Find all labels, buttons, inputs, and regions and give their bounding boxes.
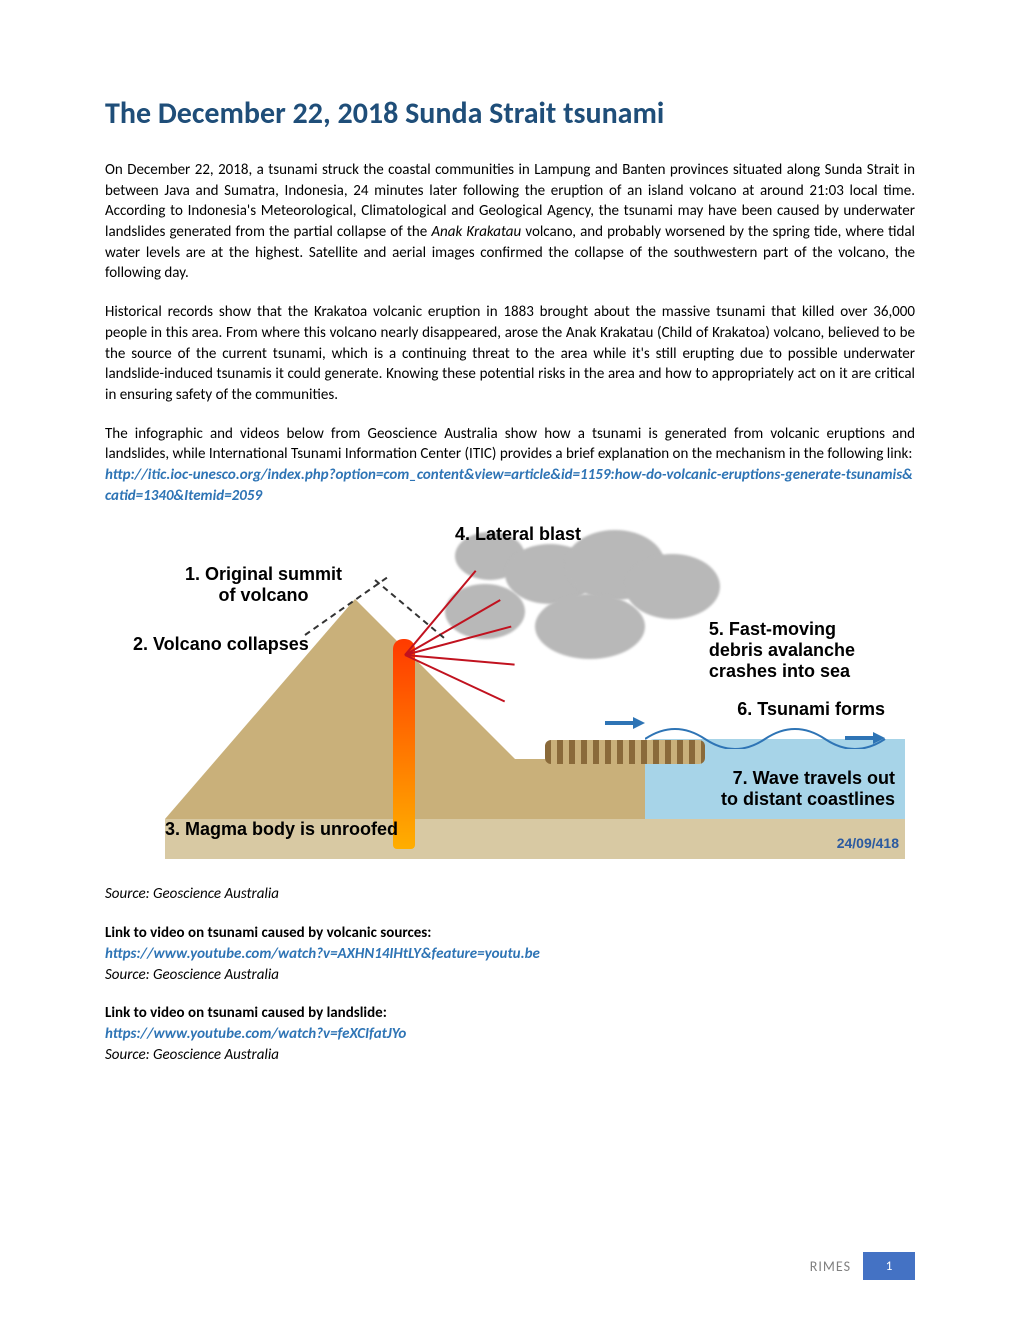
video2-heading: Link to video on tsunami caused by lands…: [105, 1004, 387, 1022]
footer-org: RIMES: [810, 1258, 851, 1275]
page-title: The December 22, 2018 Sunda Strait tsuna…: [105, 95, 915, 132]
page-footer: RIMES 1: [810, 1252, 915, 1280]
paragraph-3-text: The infographic and videos below from Ge…: [105, 425, 915, 464]
diagram-source: Source: Geoscience Australia: [105, 885, 915, 903]
paragraph-1-italic: Anak Krakatau: [431, 223, 521, 241]
label-1: 1. Original summitof volcano: [185, 564, 342, 605]
video2-link[interactable]: https://www.youtube.com/watch?v=feXCIfat…: [105, 1025, 406, 1043]
label-2: 2. Volcano collapses: [133, 634, 309, 655]
footer-page-number: 1: [863, 1252, 915, 1280]
diagram-stamp: 24/09/418: [837, 835, 899, 851]
label-4: 4. Lateral blast: [455, 524, 581, 545]
debris-arrow: [605, 717, 645, 729]
label-6: 6. Tsunami forms: [737, 699, 885, 720]
cloud-shape: [535, 594, 645, 659]
label-3: 3. Magma body is unroofed: [165, 819, 398, 840]
label-7: 7. Wave travels outto distant coastlines: [721, 768, 895, 809]
paragraph-2: Historical records show that the Krakato…: [105, 302, 915, 405]
video-link-block-2: Link to video on tsunami caused by lands…: [105, 1003, 915, 1065]
cloud-shape: [625, 554, 720, 619]
video1-source: Source: Geoscience Australia: [105, 966, 279, 984]
itic-link[interactable]: http://itic.ioc-unesco.org/index.php?opt…: [105, 466, 913, 505]
video-link-block-1: Link to video on tsunami caused by volca…: [105, 923, 915, 985]
paragraph-1: On December 22, 2018, a tsunami struck t…: [105, 160, 915, 284]
volcanic-tsunami-diagram: 1. Original summitof volcano 2. Volcano …: [105, 524, 915, 879]
label-5: 5. Fast-movingdebris avalanchecrashes in…: [709, 619, 855, 681]
video2-source: Source: Geoscience Australia: [105, 1046, 279, 1064]
paragraph-3: The infographic and videos below from Ge…: [105, 424, 915, 507]
video1-link[interactable]: https://www.youtube.com/watch?v=AXHN14IH…: [105, 945, 540, 963]
video1-heading: Link to video on tsunami caused by volca…: [105, 924, 431, 942]
tsunami-wave: [645, 719, 905, 749]
